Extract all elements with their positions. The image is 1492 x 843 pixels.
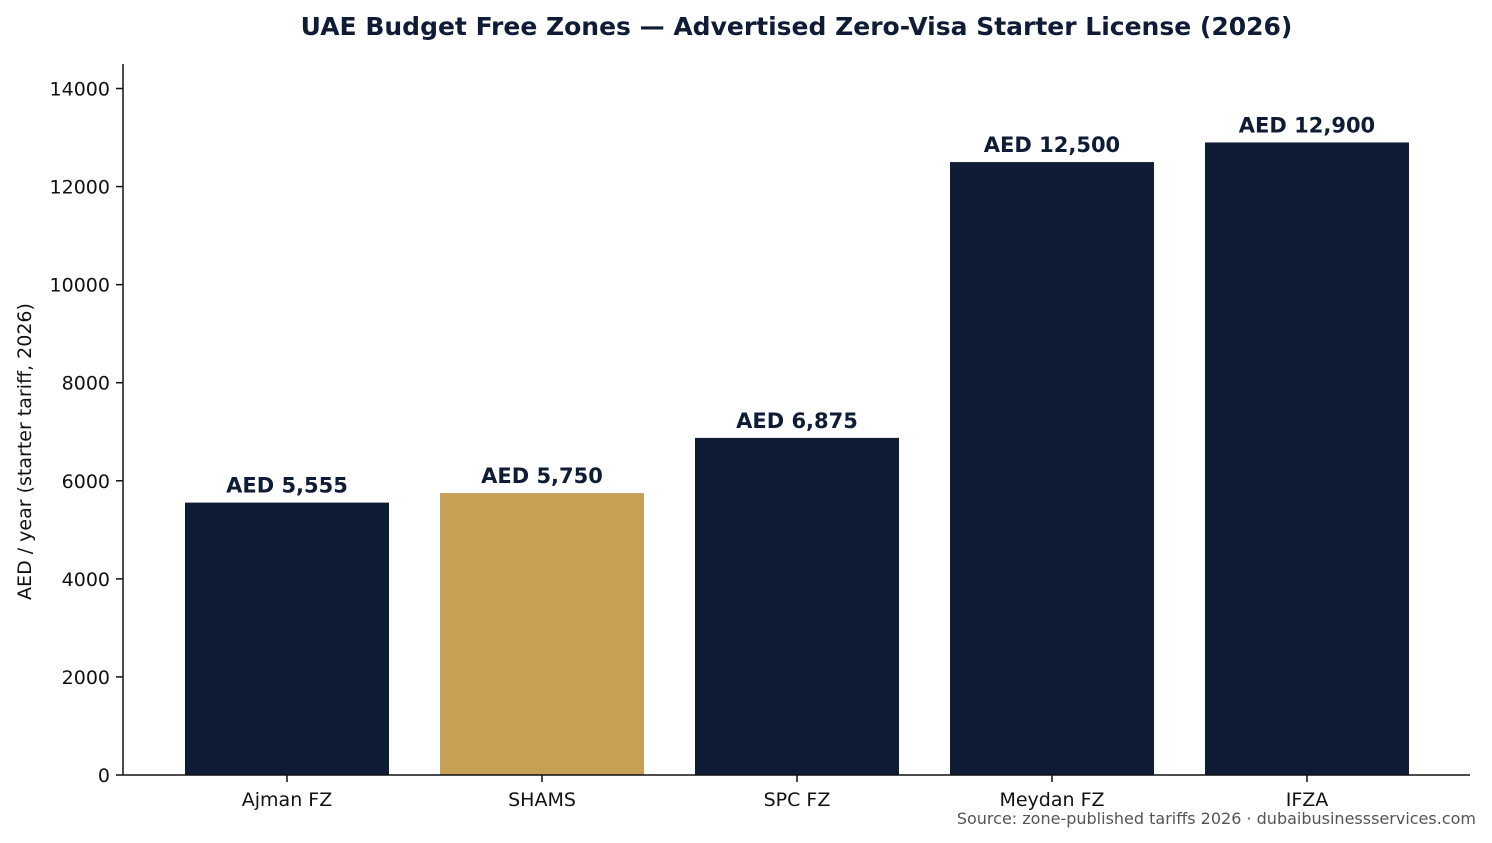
x-tick-label: SPC FZ bbox=[764, 789, 831, 811]
y-tick-label: 14000 bbox=[50, 79, 110, 101]
data-label: AED 12,500 bbox=[984, 133, 1120, 157]
data-label: AED 6,875 bbox=[736, 409, 858, 433]
bar-ifza bbox=[1205, 142, 1409, 775]
y-tick-label: 2000 bbox=[62, 667, 110, 689]
y-tick-label: 10000 bbox=[50, 275, 110, 297]
x-tick-label: SHAMS bbox=[508, 789, 576, 811]
bar-shams bbox=[440, 493, 644, 775]
bar-meydan-fz bbox=[950, 162, 1154, 775]
x-axis-ticks: Ajman FZ SHAMS SPC FZ Meydan FZ IFZA bbox=[242, 775, 1329, 811]
chart-title: UAE Budget Free Zones — Advertised Zero-… bbox=[301, 12, 1293, 41]
data-label: AED 12,900 bbox=[1239, 113, 1375, 137]
y-tick-label: 4000 bbox=[62, 569, 110, 591]
bar-spc-fz bbox=[695, 437, 899, 775]
x-tick-label: Meydan FZ bbox=[999, 789, 1104, 811]
y-tick-label: 12000 bbox=[50, 177, 110, 199]
data-label: AED 5,750 bbox=[481, 464, 603, 488]
data-labels-group: AED 5,555 AED 5,750 AED 6,875 AED 12,500 AED… bbox=[226, 113, 1375, 497]
x-tick-label: Ajman FZ bbox=[242, 789, 332, 811]
y-tick-label: 6000 bbox=[62, 471, 110, 493]
y-axis-label: AED / year (starter tariff, 2026) bbox=[14, 303, 36, 600]
y-axis-ticks: 0 2000 4000 6000 8000 10000 12000 14000 bbox=[50, 79, 123, 787]
x-tick-label: IFZA bbox=[1286, 789, 1329, 811]
y-tick-label: 8000 bbox=[62, 373, 110, 395]
bars-group bbox=[185, 142, 1409, 775]
source-note: Source: zone-published tariffs 2026 · du… bbox=[957, 809, 1476, 828]
y-tick-label: 0 bbox=[98, 765, 110, 787]
bar-ajman-fz bbox=[185, 502, 389, 775]
data-label: AED 5,555 bbox=[226, 474, 348, 498]
